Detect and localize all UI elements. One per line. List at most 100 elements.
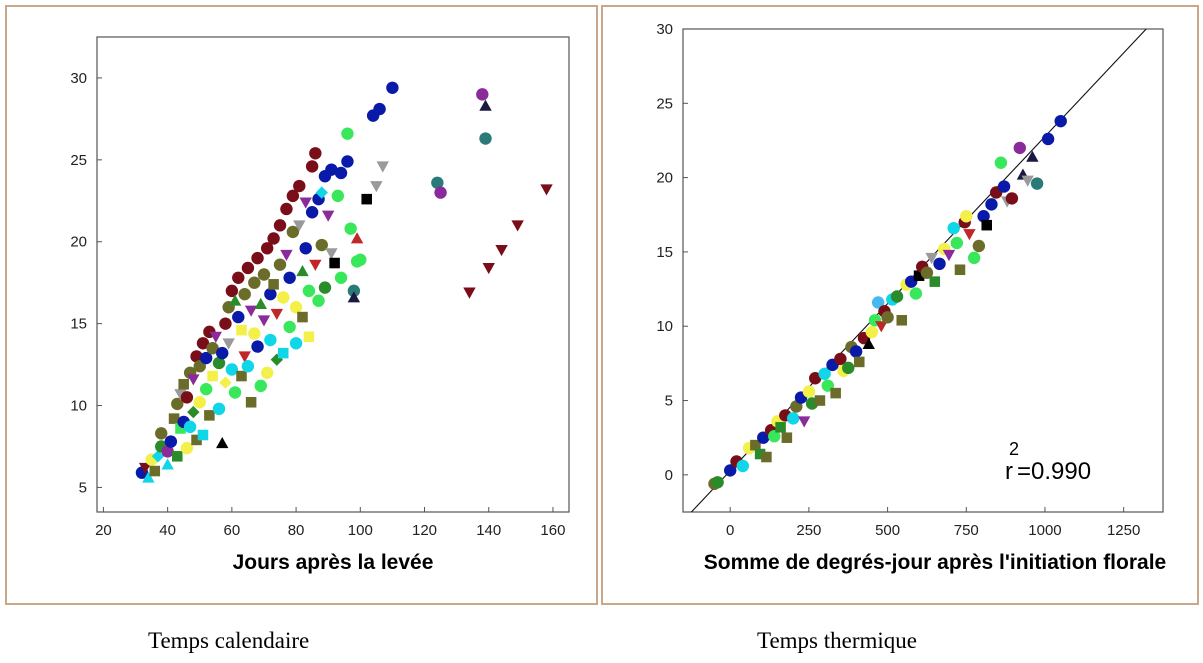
y-tick-label: 10 [70, 398, 87, 415]
data-point [267, 232, 280, 245]
data-point [149, 465, 161, 477]
data-point [960, 210, 973, 223]
data-point [818, 367, 831, 380]
data-point [834, 352, 847, 366]
data-point [315, 186, 328, 199]
data-point [286, 225, 300, 239]
y-tick-label: 25 [656, 95, 673, 112]
data-point [913, 270, 925, 281]
data-point [187, 374, 200, 386]
data-point [225, 363, 239, 376]
data-point [909, 287, 923, 300]
data-point [476, 88, 489, 101]
data-point [350, 232, 364, 244]
data-point [334, 271, 348, 284]
data-point [947, 221, 960, 235]
data-point [309, 259, 322, 271]
data-point [225, 284, 239, 298]
y-tick-label: 5 [79, 479, 87, 496]
data-point [280, 249, 293, 262]
data-point [315, 238, 328, 252]
data-point [273, 258, 287, 271]
data-point [981, 219, 993, 231]
data-point [172, 451, 183, 462]
x-tick-label: 750 [954, 522, 979, 539]
data-point [929, 276, 941, 287]
x-tick-label: 140 [476, 522, 501, 539]
data-point [270, 308, 284, 321]
left-scatter-chart: 20 40 60 80 100 120 140 160 5 10 15 20 25 30 Jours apr… [70, 36, 570, 574]
data-point [174, 389, 187, 401]
data-point [540, 184, 553, 196]
data-point [933, 257, 946, 271]
y-tick-label: 30 [656, 21, 673, 38]
data-point [997, 180, 1011, 193]
data-point [204, 410, 215, 421]
data-point [289, 337, 303, 350]
data-point [209, 331, 223, 343]
data-point [216, 437, 229, 449]
data-point [283, 271, 296, 284]
data-point [972, 239, 986, 253]
x-tick-label: 120 [412, 522, 437, 539]
y-tick-label: 20 [70, 234, 87, 251]
data-point [814, 395, 826, 406]
data-point [341, 127, 354, 140]
data-point [254, 379, 267, 393]
data-point [280, 202, 293, 216]
data-point [318, 281, 332, 294]
data-point [180, 441, 194, 455]
data-point [325, 163, 338, 176]
data-point [1026, 150, 1039, 162]
data-point [197, 429, 209, 441]
data-point [241, 261, 255, 275]
data-point [862, 337, 875, 350]
x-tick-label: 160 [540, 522, 565, 539]
data-point [511, 220, 524, 232]
data-point [1054, 114, 1067, 128]
data-point [161, 445, 174, 458]
data-point [842, 361, 855, 375]
data-point [305, 206, 319, 219]
data-point [183, 420, 197, 434]
data-point [296, 265, 309, 277]
data-point [463, 287, 476, 299]
data-point [293, 179, 306, 193]
data-point [761, 451, 772, 463]
data-point [386, 81, 399, 94]
data-point [808, 372, 822, 385]
data-point [341, 155, 354, 168]
data-point [334, 166, 348, 180]
data-point [1013, 141, 1026, 155]
data-point [228, 294, 242, 306]
data-point [942, 249, 956, 262]
caption-calendar-time: Temps calendaire [148, 628, 310, 653]
data-point [155, 427, 168, 440]
data-point [212, 356, 226, 370]
right-scatter-chart: 0 250 500 750 1000 1250 0 5 10 15 20 25 30 Somme de d… [656, 21, 1166, 574]
data-point [347, 284, 361, 298]
data-point [206, 342, 219, 355]
data-point [238, 351, 251, 363]
x-tick-label: 80 [288, 522, 305, 539]
data-point [479, 132, 492, 145]
r-squared-value: =0.990 [1017, 458, 1091, 485]
data-point [325, 248, 338, 260]
data-point [244, 305, 258, 317]
data-point [277, 347, 289, 359]
data-point [216, 346, 229, 360]
x-tick-label: 250 [796, 522, 821, 539]
data-point [830, 387, 841, 399]
y-tick-label: 25 [70, 152, 87, 169]
data-point [865, 325, 879, 339]
data-point [736, 459, 750, 473]
data-point [191, 434, 202, 446]
data-point [302, 284, 316, 298]
data-point [711, 476, 724, 489]
data-point [232, 271, 245, 284]
data-point [750, 439, 761, 451]
data-point [312, 294, 325, 307]
data-point [248, 327, 261, 340]
data-point [264, 287, 277, 301]
data-point [299, 242, 312, 255]
